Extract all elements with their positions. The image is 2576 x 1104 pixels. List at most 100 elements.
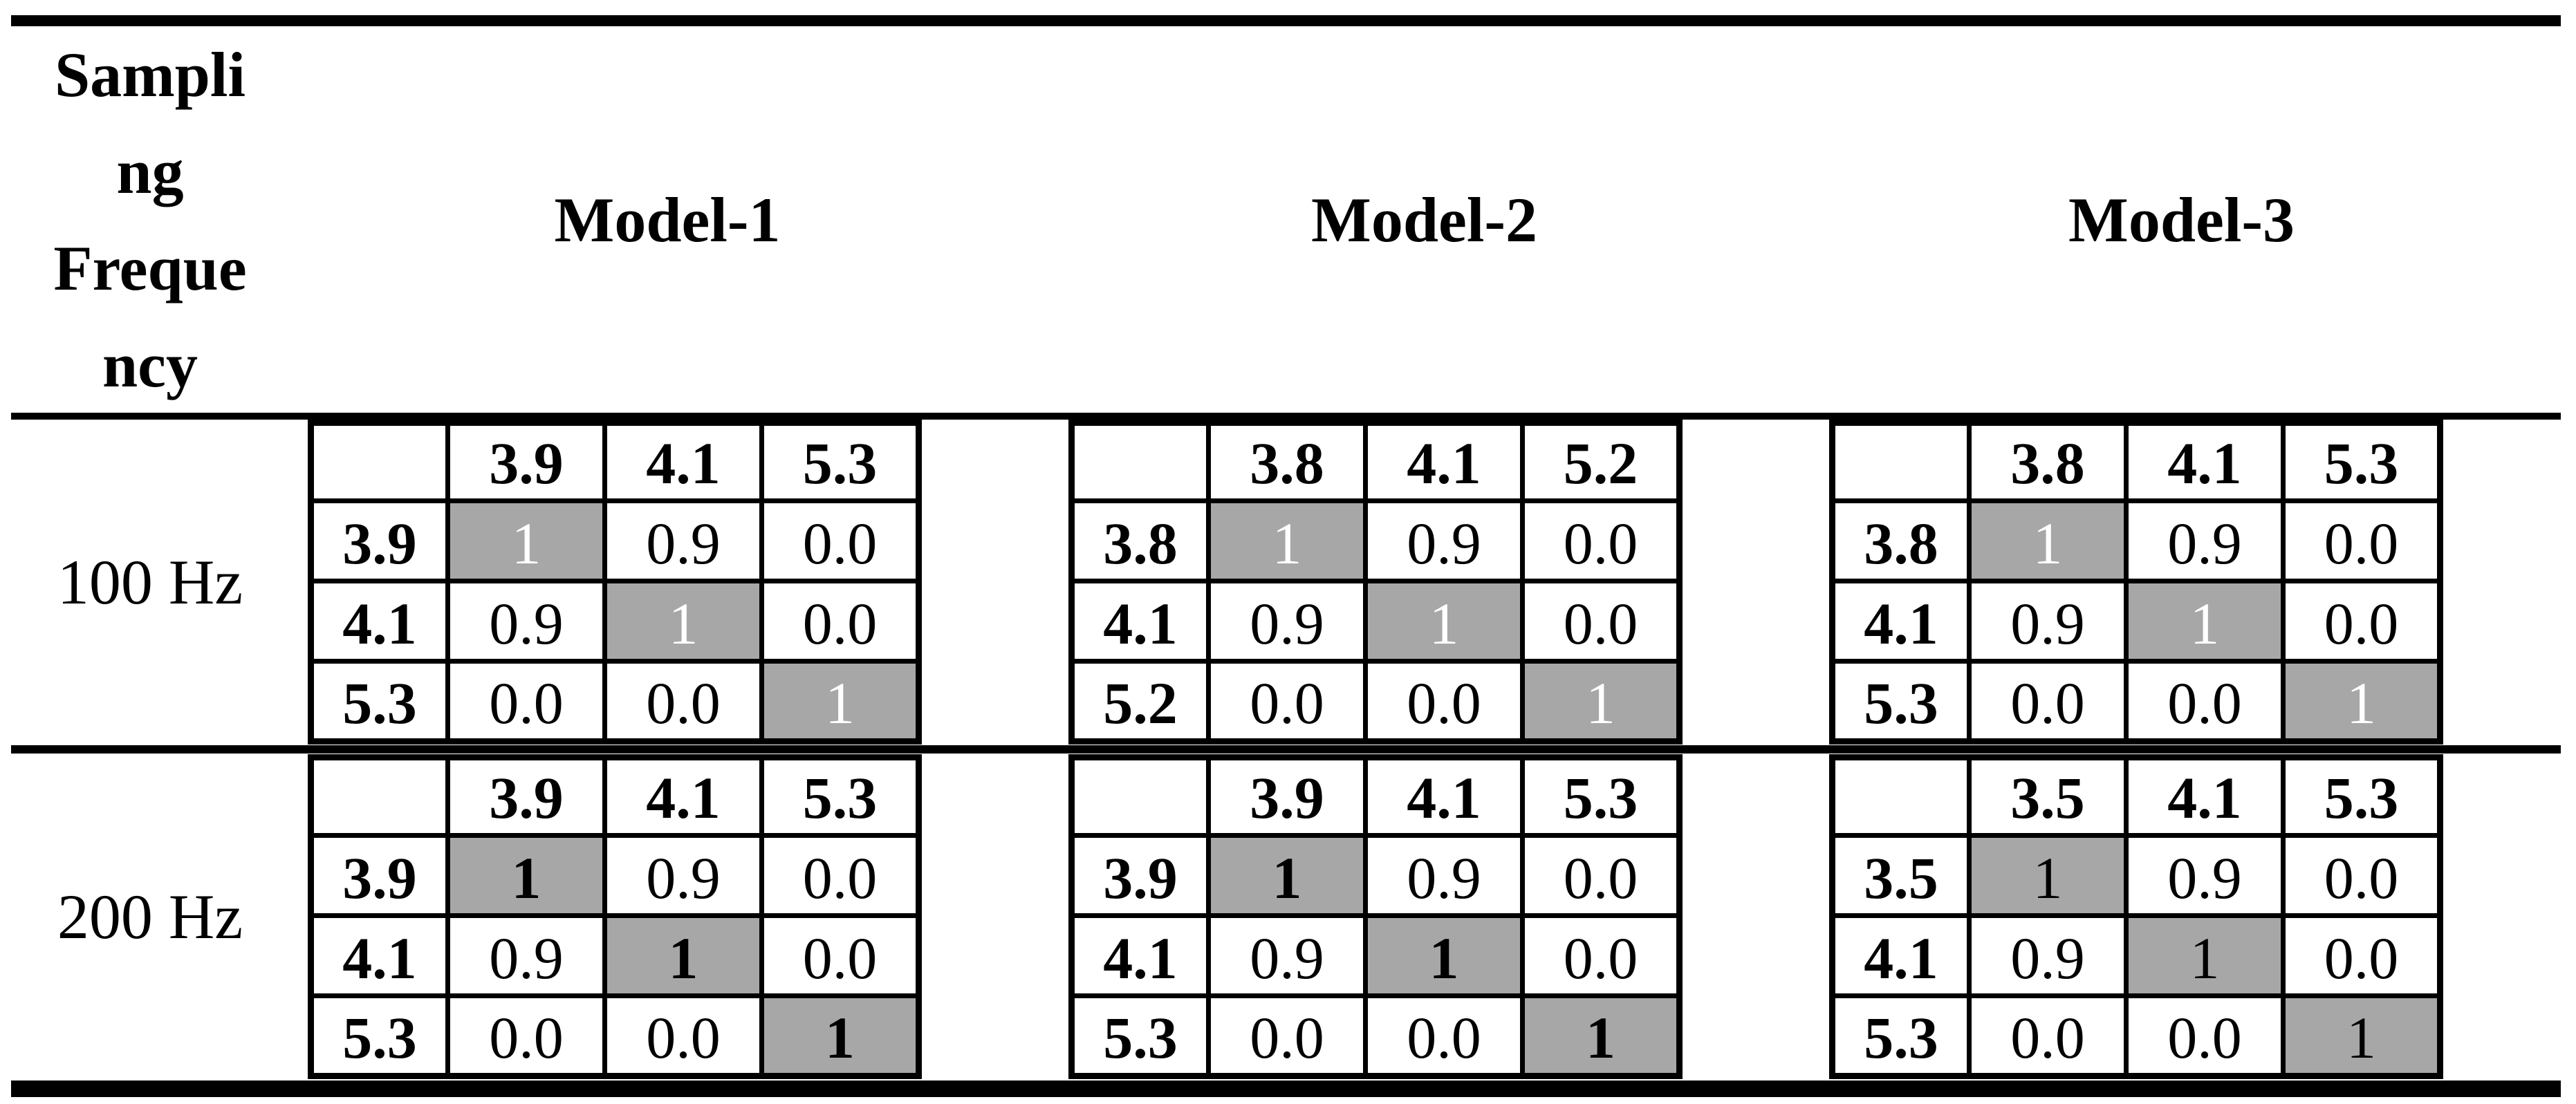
matrix-value-cell: 0.0 bbox=[607, 998, 759, 1073]
matrix-corner-cell bbox=[1075, 426, 1206, 498]
similarity-matrix-100hz-model-3: 3.8 4.1 5.3 3.8 1 0.9 0.0 4.1 0.9 1 0.0 5.3 0.0 0.0 1 bbox=[1829, 420, 2443, 745]
frequency-header-line: ncy bbox=[102, 329, 198, 400]
matrix-col-header: 3.5 bbox=[1972, 760, 2124, 833]
matrix-row-header: 5.3 bbox=[1075, 998, 1206, 1073]
matrix-col-header: 5.3 bbox=[2286, 760, 2437, 833]
matrix-col-header: 5.3 bbox=[764, 760, 916, 833]
matrix-diagonal-cell: 1 bbox=[2129, 918, 2281, 993]
matrix-col-header: 4.1 bbox=[2129, 426, 2281, 498]
frequency-header-line: Sampli bbox=[54, 39, 246, 110]
matrix-value-cell: 0.9 bbox=[450, 583, 602, 659]
similarity-matrix-200hz-model-3: 3.5 4.1 5.3 3.5 1 0.9 0.0 4.1 0.9 1 0.0 5.3 0.0 0.0 1 bbox=[1829, 754, 2443, 1079]
matrix-value-cell: 0.0 bbox=[2286, 583, 2437, 659]
matrix-value-cell: 0.0 bbox=[450, 664, 602, 738]
frequency-header-line: ng bbox=[116, 135, 184, 207]
matrix-value-cell: 0.0 bbox=[2129, 664, 2281, 738]
matrix-value-cell: 0.9 bbox=[2129, 838, 2281, 913]
matrix-value-cell: 0.0 bbox=[2129, 998, 2281, 1073]
matrix-value-cell: 0.0 bbox=[1525, 838, 1676, 913]
matrix-row-header: 5.2 bbox=[1075, 664, 1206, 738]
matrix-value-cell: 0.0 bbox=[764, 838, 916, 913]
column-header-model-2: Model-2 bbox=[1310, 184, 1538, 255]
similarity-matrix-100hz-model-1: 3.9 4.1 5.3 3.9 1 0.9 0.0 4.1 0.9 1 0.0 5.3 0.0 0.0 1 bbox=[308, 420, 922, 745]
matrix-value-cell: 0.0 bbox=[1972, 998, 2124, 1073]
matrix-col-header: 4.1 bbox=[2129, 760, 2281, 833]
matrix-value-cell: 0.0 bbox=[764, 918, 916, 993]
frequency-header-line: Freque bbox=[53, 232, 247, 303]
matrix-col-header: 3.9 bbox=[450, 760, 602, 833]
matrix-diagonal-cell: 1 bbox=[1525, 998, 1676, 1073]
matrix-row-header: 5.3 bbox=[314, 998, 445, 1073]
matrix-diagonal-cell: 1 bbox=[1211, 503, 1363, 579]
matrix-value-cell: 0.0 bbox=[2286, 503, 2437, 579]
matrix-diagonal-cell: 1 bbox=[2286, 998, 2437, 1073]
matrix-col-header: 5.3 bbox=[764, 426, 916, 498]
matrix-row-header: 4.1 bbox=[1075, 583, 1206, 659]
matrix-value-cell: 0.9 bbox=[1972, 583, 2124, 659]
matrix-col-header: 5.3 bbox=[1525, 760, 1676, 833]
matrix-value-cell: 0.9 bbox=[607, 838, 759, 913]
matrix-diagonal-cell: 1 bbox=[1368, 918, 1520, 993]
matrix-col-header: 4.1 bbox=[1368, 426, 1520, 498]
matrix-col-header: 5.3 bbox=[2286, 426, 2437, 498]
matrix-value-cell: 0.9 bbox=[1972, 918, 2124, 993]
matrix-col-header: 5.2 bbox=[1525, 426, 1676, 498]
matrix-row-header: 3.8 bbox=[1075, 503, 1206, 579]
matrix-row-header: 4.1 bbox=[1835, 918, 1967, 993]
matrix-row-header: 3.9 bbox=[1075, 838, 1206, 913]
matrix-value-cell: 0.0 bbox=[1211, 664, 1363, 738]
matrix-row-header: 3.9 bbox=[314, 838, 445, 913]
matrix-diagonal-cell: 1 bbox=[1972, 838, 2124, 913]
matrix-col-header: 4.1 bbox=[607, 760, 759, 833]
matrix-corner-cell bbox=[1835, 426, 1967, 498]
matrix-row-header: 5.3 bbox=[1835, 664, 1967, 738]
row-label-100hz: 100 Hz bbox=[57, 547, 243, 617]
matrix-diagonal-cell: 1 bbox=[764, 998, 916, 1073]
similarity-matrix-100hz-model-2: 3.8 4.1 5.2 3.8 1 0.9 0.0 4.1 0.9 1 0.0 5.2 0.0 0.0 1 bbox=[1068, 420, 1683, 745]
matrix-value-cell: 0.0 bbox=[1525, 918, 1676, 993]
matrix-value-cell: 0.9 bbox=[607, 503, 759, 579]
matrix-diagonal-cell: 1 bbox=[1525, 664, 1676, 738]
matrix-diagonal-cell: 1 bbox=[607, 918, 759, 993]
matrix-value-cell: 0.9 bbox=[1211, 583, 1363, 659]
matrix-row-header: 4.1 bbox=[314, 583, 445, 659]
matrix-corner-cell bbox=[314, 760, 445, 833]
matrix-value-cell: 0.0 bbox=[1525, 583, 1676, 659]
matrix-col-header: 4.1 bbox=[1368, 760, 1520, 833]
matrix-diagonal-cell: 1 bbox=[1211, 838, 1363, 913]
matrix-diagonal-cell: 1 bbox=[1972, 503, 2124, 579]
header-separator-line bbox=[11, 413, 2561, 420]
matrix-corner-cell bbox=[1075, 760, 1206, 833]
matrix-diagonal-cell: 1 bbox=[1368, 583, 1520, 659]
matrix-value-cell: 0.0 bbox=[2286, 918, 2437, 993]
matrix-value-cell: 0.9 bbox=[1211, 918, 1363, 993]
matrix-row-header: 3.9 bbox=[314, 503, 445, 579]
matrix-row-header: 4.1 bbox=[314, 918, 445, 993]
column-header-model-1: Model-1 bbox=[554, 184, 781, 255]
matrix-row-header: 5.3 bbox=[1835, 998, 1967, 1073]
matrix-value-cell: 0.0 bbox=[607, 664, 759, 738]
matrix-value-cell: 0.0 bbox=[1211, 998, 1363, 1073]
similarity-matrix-200hz-model-1: 3.9 4.1 5.3 3.9 1 0.9 0.0 4.1 0.9 1 0.0 5.3 0.0 0.0 1 bbox=[308, 754, 922, 1079]
table-top-border bbox=[11, 15, 2561, 26]
matrix-value-cell: 0.0 bbox=[1368, 998, 1520, 1073]
matrix-diagonal-cell: 1 bbox=[764, 664, 916, 738]
matrix-col-header: 3.8 bbox=[1972, 426, 2124, 498]
matrix-diagonal-cell: 1 bbox=[2129, 583, 2281, 659]
matrix-diagonal-cell: 1 bbox=[450, 503, 602, 579]
matrix-col-header: 3.9 bbox=[450, 426, 602, 498]
matrix-value-cell: 0.9 bbox=[2129, 503, 2281, 579]
table-bottom-border bbox=[11, 1080, 2561, 1097]
matrix-col-header: 3.8 bbox=[1211, 426, 1363, 498]
column-header-model-3: Model-3 bbox=[2068, 184, 2295, 255]
matrix-row-header: 3.8 bbox=[1835, 503, 1967, 579]
matrix-diagonal-cell: 1 bbox=[607, 583, 759, 659]
matrix-corner-cell bbox=[314, 426, 445, 498]
matrix-diagonal-cell: 1 bbox=[450, 838, 602, 913]
matrix-row-header: 5.3 bbox=[314, 664, 445, 738]
matrix-value-cell: 0.0 bbox=[450, 998, 602, 1073]
matrix-value-cell: 0.9 bbox=[1368, 503, 1520, 579]
row-separator-line bbox=[11, 745, 2561, 754]
matrix-value-cell: 0.0 bbox=[1972, 664, 2124, 738]
